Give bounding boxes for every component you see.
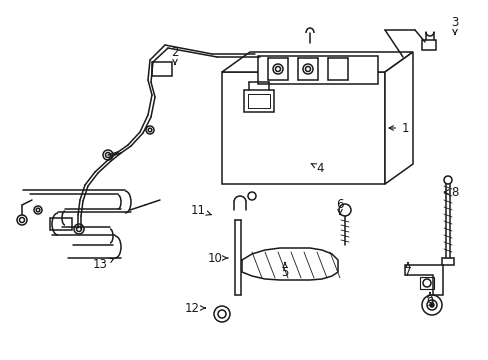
Text: 3: 3 [450,15,458,34]
Bar [244,90,273,112]
Bar [441,258,453,265]
Bar [50,218,72,230]
Bar [419,277,433,289]
Text: 10: 10 [207,252,227,265]
Polygon shape [404,265,442,295]
Text: 4: 4 [310,162,323,175]
Polygon shape [258,56,377,84]
Text: 6: 6 [336,198,343,215]
Text: 2: 2 [171,45,179,64]
Bar [421,40,435,50]
Text: 7: 7 [404,262,411,279]
Circle shape [429,303,433,307]
Text: 1: 1 [388,122,408,135]
Bar [222,72,384,184]
Bar [152,62,172,76]
Text: 11: 11 [190,203,211,216]
Text: 8: 8 [443,185,458,198]
Polygon shape [222,52,412,72]
Text: 12: 12 [184,302,205,315]
Polygon shape [384,52,412,184]
Bar [235,220,241,295]
Bar [247,94,269,108]
Text: 13: 13 [92,258,114,271]
Text: 9: 9 [426,293,433,309]
Text: 5: 5 [281,262,288,279]
